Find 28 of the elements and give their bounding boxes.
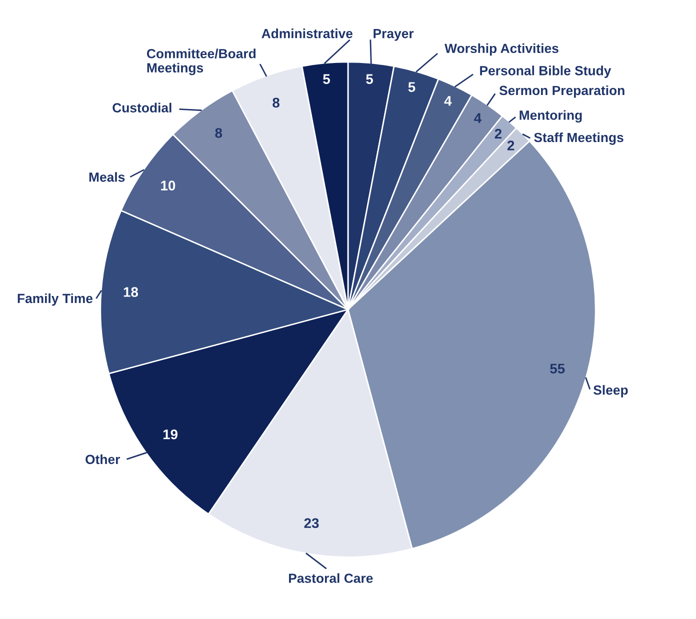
slice-label: Prayer (374, 29, 414, 41)
data-label: 8 (215, 128, 222, 138)
data-label: 8 (272, 98, 280, 108)
slice-label: Other (86, 454, 120, 464)
slice-label: Committee/Board Meetings (146, 48, 256, 76)
slice-label: Sleep (594, 385, 628, 398)
data-label: 55 (550, 364, 565, 374)
slice-label: Sermon Preparation (499, 85, 624, 98)
slice-label: Family Time (18, 293, 93, 306)
slice-label: Mentoring (520, 110, 582, 123)
slice-label: Personal Bible Study (480, 66, 612, 78)
data-label: 19 (163, 429, 178, 440)
data-label: 23 (304, 518, 319, 528)
slice-label: Custodial (112, 102, 172, 112)
data-label: 2 (507, 140, 514, 150)
slice-label: Pastoral Care (289, 573, 373, 583)
data-label: 4 (444, 96, 452, 106)
data-label: 10 (161, 180, 176, 190)
data-label: 5 (323, 74, 330, 84)
slice-label: Worship Activities (444, 43, 558, 56)
data-label: 18 (124, 287, 138, 297)
slice-label: Administrative (262, 28, 353, 38)
data-label: 4 (474, 113, 482, 123)
data-label: 2 (494, 128, 502, 139)
data-label: 5 (408, 82, 416, 92)
data-label: 5 (366, 74, 373, 84)
slice-label: Staff Meetings (534, 132, 624, 145)
slice-label: Meals (89, 172, 125, 182)
